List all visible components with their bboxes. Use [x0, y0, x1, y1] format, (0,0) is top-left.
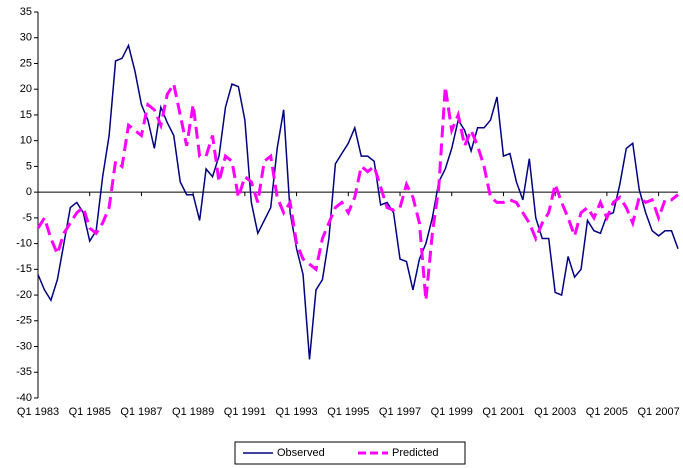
legend-label: Predicted: [392, 447, 438, 459]
x-tick-label: Q1 1989: [172, 406, 214, 418]
x-tick-label: Q1 2007: [638, 406, 680, 418]
y-tick-label: 35: [20, 6, 32, 18]
y-tick-label: -20: [16, 289, 32, 301]
series-line: [36, 80, 679, 301]
y-tick-label: -25: [16, 315, 32, 327]
x-tick-label: Q1 1991: [224, 406, 266, 418]
x-tick-label: Q1 1983: [17, 406, 59, 418]
y-tick-label: 5: [26, 160, 32, 172]
x-tick-label: Q1 1999: [431, 406, 473, 418]
x-tick-label: Q1 2003: [534, 406, 576, 418]
y-tick-label: -15: [16, 263, 32, 275]
y-tick-label: 30: [20, 32, 32, 44]
y-tick-label: 10: [20, 135, 32, 147]
x-tick-label: Q1 1993: [275, 406, 317, 418]
y-tick-label: -40: [16, 392, 32, 404]
y-tick-label: -10: [16, 238, 32, 250]
y-tick-label: 20: [20, 83, 32, 95]
x-tick-label: Q1 2001: [482, 406, 524, 418]
y-tick-label: 0: [26, 186, 32, 198]
legend-label: Observed: [277, 447, 325, 459]
series-line: [37, 43, 679, 360]
y-tick-label: 25: [20, 57, 32, 69]
y-tick-label: 15: [20, 109, 32, 121]
y-tick-label: -35: [16, 366, 32, 378]
x-tick-label: Q1 1985: [69, 406, 111, 418]
x-tick-label: Q1 1987: [120, 406, 162, 418]
legend-box: [234, 441, 466, 465]
y-tick-label: -30: [16, 340, 32, 352]
y-tick-label: -5: [22, 212, 32, 224]
x-tick-label: Q1 1995: [327, 406, 369, 418]
x-tick-label: Q1 1997: [379, 406, 421, 418]
x-tick-label: Q1 2005: [586, 406, 628, 418]
